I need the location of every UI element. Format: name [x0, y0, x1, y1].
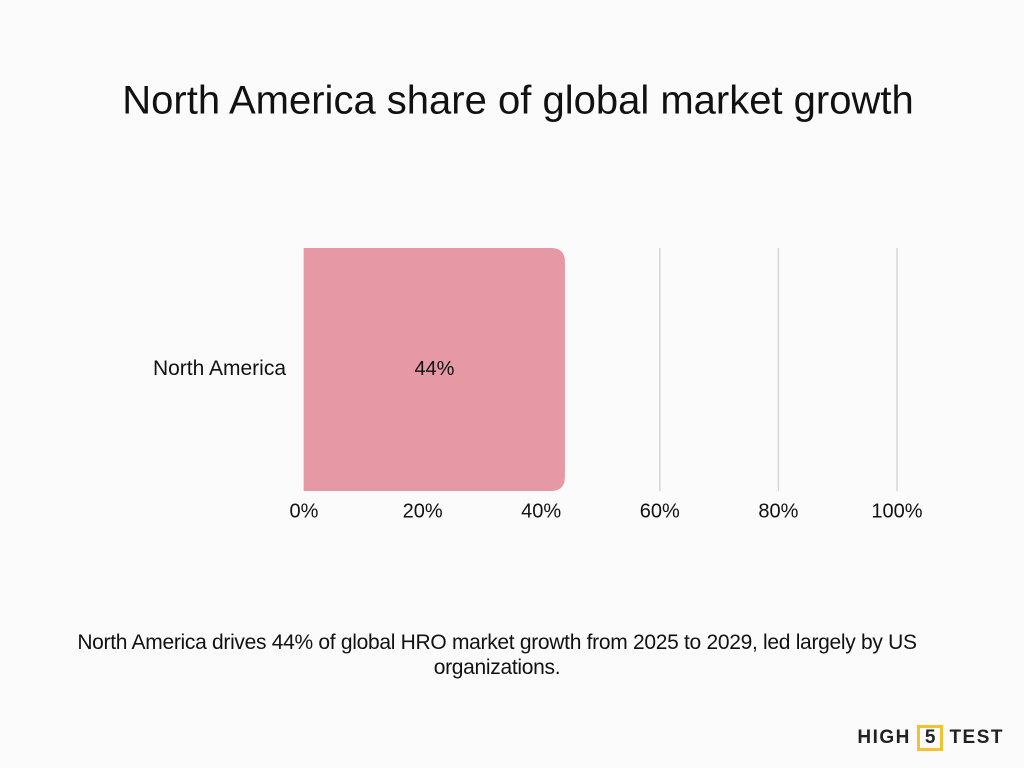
chart-title: North America share of global market gro… — [122, 79, 913, 123]
value-label: 44% — [414, 358, 454, 380]
brand-text: 5 — [916, 725, 944, 751]
x-tick-label: 60% — [640, 500, 680, 522]
brand-text: TEST — [949, 727, 1004, 748]
x-tick-label: 20% — [403, 500, 443, 522]
bar — [304, 248, 565, 491]
x-tick-label: 40% — [521, 500, 561, 522]
x-tick-label: 0% — [290, 500, 319, 522]
caption: North America drives 44% of global HRO m… — [77, 631, 917, 679]
brand-text: HIGH — [857, 727, 911, 748]
x-tick-label: 80% — [758, 500, 798, 522]
brand-logo: HIGH 5 TEST — [857, 725, 1004, 751]
category-label: North America — [153, 357, 286, 380]
x-tick-label: 100% — [871, 500, 922, 522]
